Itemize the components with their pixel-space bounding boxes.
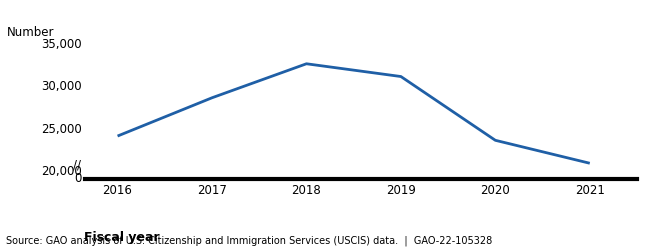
Text: Fiscal year: Fiscal year [84, 231, 160, 244]
Text: 0: 0 [74, 172, 81, 185]
Text: Source: GAO analysis of U.S. Citizenship and Immigration Services (USCIS) data. : Source: GAO analysis of U.S. Citizenship… [6, 235, 493, 246]
Text: Number: Number [6, 26, 54, 39]
Text: //: // [73, 158, 81, 171]
